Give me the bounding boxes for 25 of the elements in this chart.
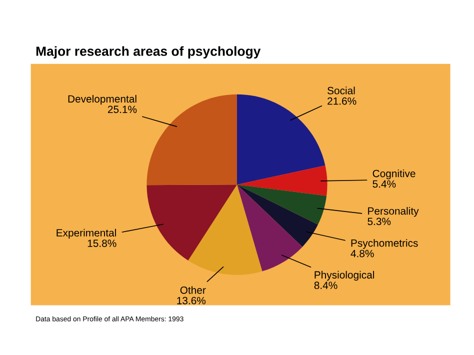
data-label: 13.6%	[177, 296, 206, 304]
data-label: 21.6%	[328, 97, 356, 105]
slice-label: Developmental	[68, 94, 136, 105]
slice-label: Personality	[368, 207, 419, 217]
data-label: 4.8%	[350, 250, 374, 258]
data-label: 25.1%	[108, 106, 137, 114]
pie-slice	[188, 184, 262, 275]
pie-slice	[237, 184, 302, 272]
pie-slice	[237, 165, 328, 196]
slice-label: Other	[180, 286, 206, 294]
chart-title: Major research areas of psychology	[36, 46, 261, 59]
pie-slice	[237, 94, 326, 185]
pie-slice	[146, 184, 237, 261]
pie-slice	[237, 184, 327, 225]
data-label: 8.4%	[314, 282, 338, 290]
slice-label: Cognitive	[372, 170, 416, 180]
pie-slice	[146, 94, 237, 186]
slice-label: Physiological	[314, 270, 374, 281]
data-label: 5.3%	[368, 218, 391, 226]
data-label: 15.8%	[88, 240, 116, 247]
slice-label: Social	[328, 86, 355, 94]
data-label: 5.4%	[372, 180, 396, 188]
slice-label: Psychometrics	[351, 239, 418, 249]
slice-label: Experimental	[56, 228, 116, 239]
pie-slice	[237, 184, 318, 247]
